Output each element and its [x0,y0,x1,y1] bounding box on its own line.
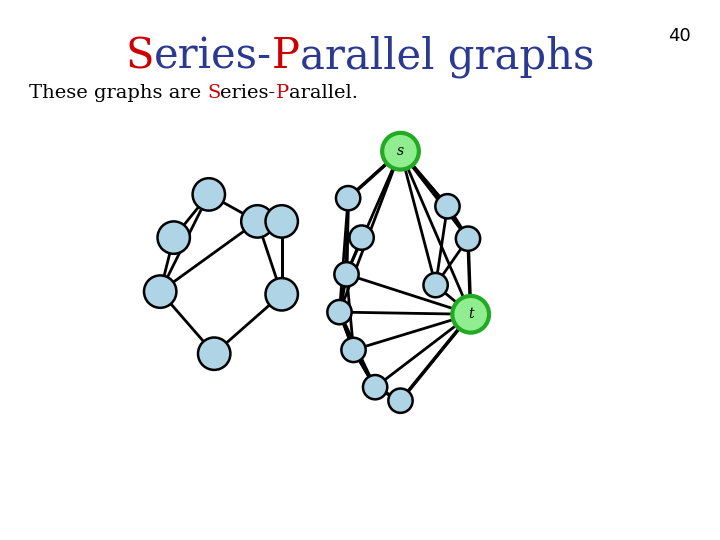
Circle shape [144,275,176,308]
Text: s: s [397,144,404,158]
Circle shape [341,338,366,362]
Circle shape [423,273,448,297]
Circle shape [334,262,359,286]
Circle shape [241,205,274,238]
Text: arallel graphs: arallel graphs [300,35,595,78]
Circle shape [336,186,360,210]
Circle shape [382,133,419,170]
Text: P: P [276,84,289,102]
Text: S: S [207,84,220,102]
Circle shape [266,278,298,310]
Circle shape [452,296,489,333]
Circle shape [328,300,351,324]
Text: eries-: eries- [220,84,276,102]
Circle shape [349,226,374,249]
Circle shape [388,389,413,413]
Text: P: P [272,35,300,77]
Circle shape [158,221,190,254]
Text: These graphs are: These graphs are [29,84,207,102]
Circle shape [266,205,298,238]
Text: S: S [125,35,154,77]
Circle shape [456,226,480,251]
Text: t: t [468,307,474,321]
Circle shape [193,178,225,211]
Circle shape [363,375,387,400]
Text: arallel.: arallel. [289,84,358,102]
Text: eries-: eries- [154,35,272,77]
Text: 40: 40 [668,27,691,45]
Circle shape [198,338,230,370]
Circle shape [436,194,459,218]
